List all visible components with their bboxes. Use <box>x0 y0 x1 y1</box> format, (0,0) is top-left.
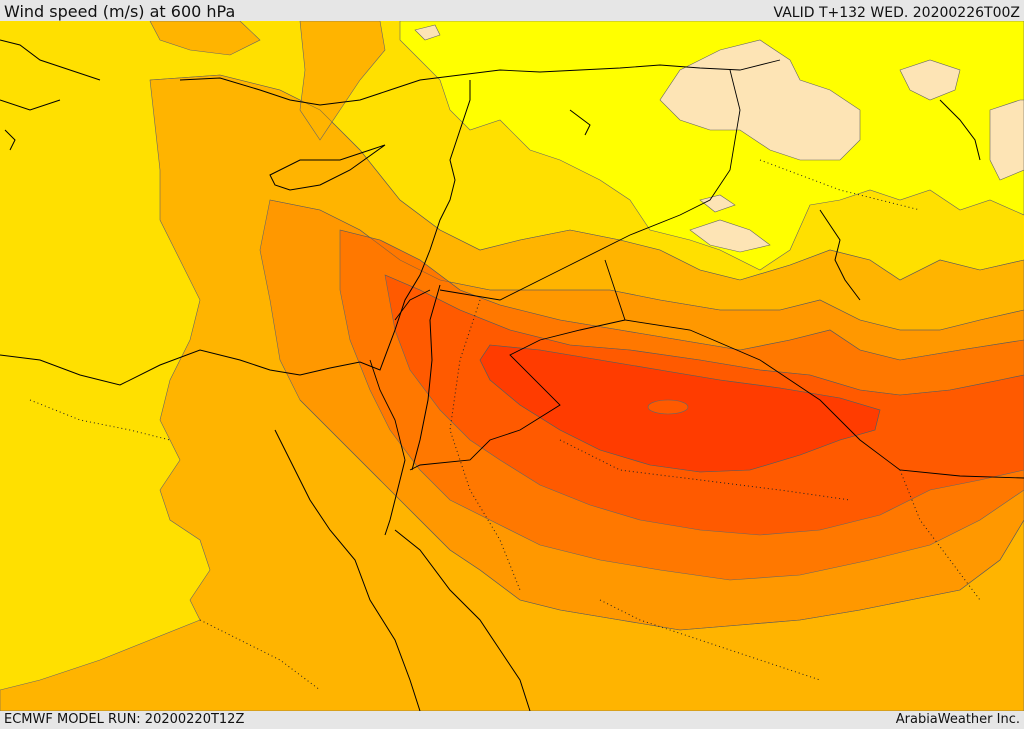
wind-speed-map <box>0 21 1024 711</box>
field-very-weak <box>989 99 1024 181</box>
model-run-label: ECMWF MODEL RUN: 20200220T12Z <box>4 712 245 727</box>
map-canvas <box>0 21 1024 711</box>
coastlines <box>0 39 981 711</box>
field-very-weak <box>699 194 736 213</box>
country-borders <box>369 59 1024 479</box>
field-very-weak <box>899 59 961 101</box>
field-very-weak <box>414 24 441 41</box>
map-title: Wind speed (m/s) at 600 hPa <box>4 2 236 21</box>
sub-boundaries <box>29 159 981 691</box>
field-max-core <box>647 399 689 415</box>
header-bar: Wind speed (m/s) at 600 hPa VALID T+132 … <box>0 0 1024 21</box>
valid-time-label: VALID T+132 WED. 20200226T00Z <box>773 5 1020 21</box>
field-very-weak <box>659 39 861 161</box>
field-moderate <box>149 21 261 56</box>
field-moderate <box>299 21 386 141</box>
field-weak <box>399 21 1024 271</box>
field-very-weak <box>689 219 771 253</box>
footer-bar: ECMWF MODEL RUN: 20200220T12Z ArabiaWeat… <box>0 711 1024 729</box>
credit-label: ArabiaWeather Inc. <box>895 712 1020 727</box>
